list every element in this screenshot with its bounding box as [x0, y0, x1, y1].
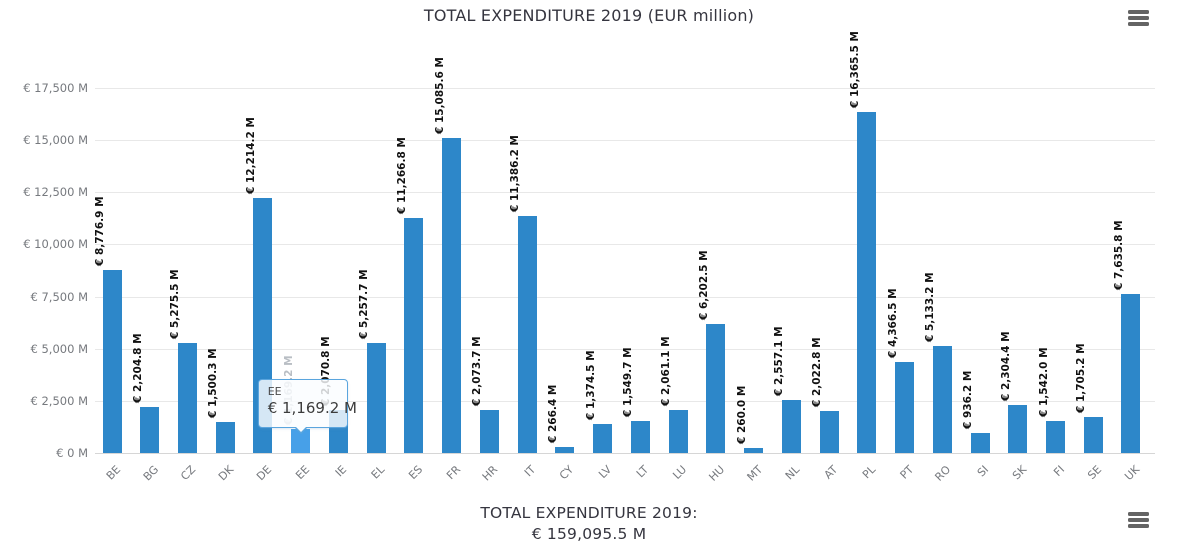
hamburger-menu-icon: [1128, 524, 1149, 528]
tooltip-category-label: EE: [267, 384, 282, 398]
bar-value-label-AT: € 2,022.8 M: [811, 337, 824, 407]
bar-HU[interactable]: [706, 323, 726, 453]
bar-LV[interactable]: [593, 424, 613, 453]
bar-BE[interactable]: [102, 269, 122, 453]
bar-AT[interactable]: [819, 410, 839, 453]
bar-value-label-RO: € 5,133.2 M: [924, 272, 937, 342]
grid-line: [95, 296, 1155, 298]
bar-value-label-PL: € 16,365.5 M: [848, 30, 861, 108]
footer-total-title: TOTAL EXPENDITURE 2019:: [480, 504, 698, 522]
bar-NL[interactable]: [781, 399, 801, 453]
footer-total-value: € 159,095.5 M: [531, 525, 647, 543]
hamburger-menu-icon: [1128, 512, 1149, 516]
hamburger-menu-icon: [1128, 16, 1149, 20]
bar-value-label-SE: € 1,705.2 M: [1075, 343, 1088, 414]
bar-PT[interactable]: [895, 361, 915, 453]
bar-value-label-IT: € 11,386.2 M: [509, 134, 522, 212]
x-axis-line: [95, 453, 1155, 454]
tooltip-value-label: € 1,169.2 M: [267, 398, 357, 417]
y-axis-tick-label: € 0 M: [56, 446, 88, 460]
bar-SE[interactable]: [1083, 417, 1103, 453]
bar-MT[interactable]: [744, 447, 764, 453]
grid-line: [95, 244, 1155, 246]
grid-line: [95, 140, 1155, 142]
chart-export-menu-button[interactable]: [1128, 10, 1149, 28]
bar-value-label-LV: € 1,374.5 M: [584, 350, 597, 421]
y-axis-tick-label: € 7,500 M: [30, 289, 88, 304]
y-axis-tick-label: € 10,000 M: [23, 237, 88, 252]
bar-value-label-FI: € 1,542.0 M: [1037, 347, 1050, 417]
grid-line: [95, 88, 1155, 90]
bar-BG[interactable]: [140, 407, 160, 453]
bar-value-label-CY: € 266.4 M: [546, 385, 559, 444]
bar-ES[interactable]: [404, 218, 424, 453]
y-axis-tick-label: € 12,500 M: [23, 185, 88, 200]
bar-IT[interactable]: [517, 215, 537, 453]
bar-value-label-HU: € 6,202.5 M: [697, 250, 710, 320]
footer-total: TOTAL EXPENDITURE 2019: € 159,095.5 M: [0, 503, 1178, 545]
bar-DK[interactable]: [215, 421, 235, 453]
bar-LU[interactable]: [668, 410, 688, 453]
bar-CZ[interactable]: [177, 342, 197, 453]
footer-export-menu-button[interactable]: [1128, 512, 1149, 530]
bar-value-label-CZ: € 5,275.5 M: [169, 269, 182, 339]
hamburger-menu-icon: [1128, 518, 1149, 522]
bar-value-label-UK: € 7,635.8 M: [1112, 220, 1125, 290]
tooltip: EE € 1,169.2 M: [257, 378, 357, 434]
bar-PL[interactable]: [857, 111, 877, 453]
bar-HR[interactable]: [479, 409, 499, 453]
y-axis-tick-label: € 15,000 M: [23, 133, 88, 148]
tooltip-pointer: [293, 425, 308, 433]
bar-value-label-BE: € 8,776.9 M: [94, 196, 106, 266]
bar-value-label-SI: € 936.2 M: [962, 371, 975, 430]
grid-line: [95, 348, 1155, 350]
bar-UK[interactable]: [1121, 293, 1141, 453]
grid-line: [95, 192, 1155, 194]
bar-value-label-DE: € 12,214.2 M: [244, 117, 257, 195]
bar-FI[interactable]: [1046, 420, 1065, 453]
bar-LT[interactable]: [630, 420, 650, 453]
grid-line: [95, 400, 1155, 402]
bar-RO[interactable]: [932, 345, 952, 453]
bar-value-label-SK: € 2,304.4 M: [999, 331, 1012, 401]
bar-value-label-HR: € 2,073.7 M: [471, 336, 484, 406]
bar-value-label-MT: € 260.0 M: [735, 385, 748, 444]
bar-CY[interactable]: [555, 447, 575, 453]
y-axis-tick-label: € 5,000 M: [30, 341, 88, 356]
bar-value-label-LU: € 2,061.1 M: [660, 336, 673, 406]
bar-value-label-DK: € 1,500.3 M: [207, 348, 220, 418]
bar-value-label-FR: € 15,085.6 M: [433, 57, 446, 135]
bar-FR[interactable]: [442, 138, 462, 453]
bar-value-label-PT: € 4,366.5 M: [886, 288, 899, 358]
bar-SI[interactable]: [970, 433, 990, 453]
bar-value-label-BG: € 2,204.8 M: [131, 333, 144, 404]
y-axis-tick-label: € 2,500 M: [30, 393, 88, 408]
bar-SK[interactable]: [1008, 404, 1028, 453]
chart-title: TOTAL EXPENDITURE 2019 (EUR million): [423, 6, 755, 25]
bar-EE[interactable]: [291, 428, 311, 453]
hamburger-menu-icon: [1128, 10, 1149, 14]
bar-value-label-LT: € 1,549.7 M: [622, 347, 635, 417]
bar-value-label-EL: € 5,257.7 M: [358, 269, 371, 340]
bar-value-label-NL: € 2,557.1 M: [773, 326, 786, 396]
bar-value-label-ES: € 11,266.8 M: [395, 137, 408, 215]
y-axis-tick-label: € 17,500 M: [23, 81, 88, 96]
hamburger-menu-icon: [1128, 22, 1149, 26]
bar-EL[interactable]: [366, 343, 386, 453]
